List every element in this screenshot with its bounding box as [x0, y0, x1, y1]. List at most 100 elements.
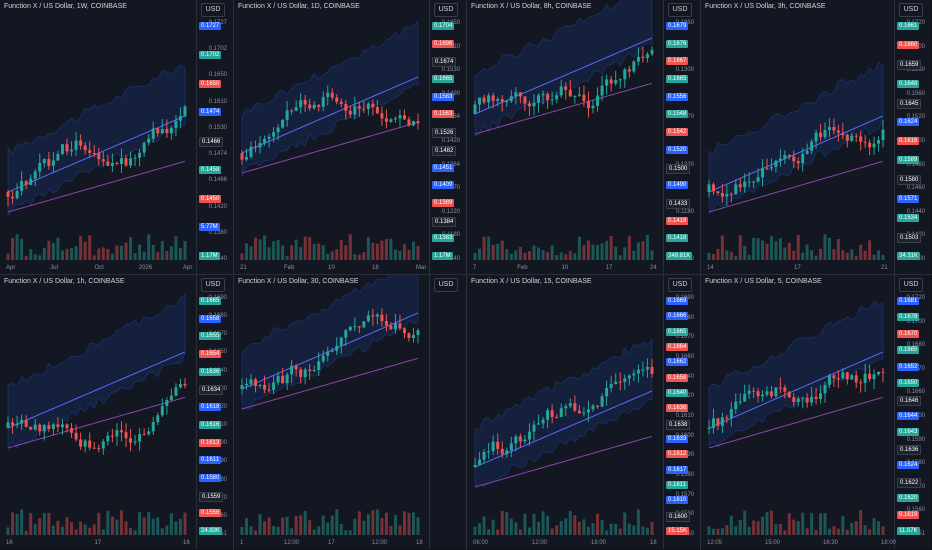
candle-body [774, 160, 778, 168]
volume-bar [618, 528, 622, 535]
volume-bar [357, 511, 361, 535]
candle-body [614, 381, 618, 385]
time-axis-label: 17 [794, 265, 801, 271]
currency-button[interactable]: USD [668, 3, 692, 17]
volume-bar [605, 530, 609, 535]
currency-button[interactable]: USD [201, 278, 225, 292]
volume-bar [362, 252, 366, 260]
currency-button[interactable]: USD [434, 3, 458, 17]
candle-body [591, 405, 595, 410]
volume-bar [734, 526, 738, 535]
price-tag: 1.17M [432, 252, 453, 260]
candle-body [299, 100, 303, 108]
volume-bar [568, 250, 572, 260]
price-chart[interactable] [0, 0, 197, 260]
volume-bar [518, 246, 522, 260]
volume-bar [317, 243, 321, 260]
candle-body [276, 127, 280, 133]
chart-panel[interactable]: Function X / US Dollar, 3h, COINBASE USD 0… [701, 0, 931, 274]
volume-bar [546, 252, 550, 260]
volume-bar [550, 528, 554, 535]
moving-average-line [474, 390, 653, 468]
volume-bar [734, 255, 738, 260]
candle-body [384, 118, 388, 122]
panel-divider[interactable] [233, 0, 234, 550]
candle-body [294, 365, 298, 370]
price-tick-label: 0.1520 [907, 114, 925, 120]
currency-button[interactable]: USD [899, 3, 923, 17]
volume-bar [106, 248, 110, 260]
volume-bar [29, 249, 33, 260]
volume-bar [411, 512, 415, 535]
candle-body [38, 163, 42, 172]
volume-bar [407, 512, 411, 535]
volume-bar [174, 521, 178, 535]
chart-panel[interactable]: Function X / US Dollar, 1h, COINBASE USD 0… [0, 275, 233, 549]
currency-button[interactable]: USD [668, 278, 692, 292]
volume-bar [478, 523, 482, 535]
candle-body [496, 99, 500, 101]
time-axis-label: Apr [6, 265, 16, 271]
price-chart[interactable] [701, 0, 895, 260]
volume-bar [138, 244, 142, 260]
volume-bar [743, 510, 747, 535]
volume-bar [500, 510, 504, 535]
candle-body [523, 96, 527, 104]
chart-panel[interactable]: Function X / US Dollar, 30, COINBASE USD 1… [234, 275, 466, 549]
chart-panel[interactable]: Function X / US Dollar, 8h, COINBASE USD 0… [467, 0, 700, 274]
volume-bar [411, 241, 415, 260]
candle-body [801, 153, 805, 164]
price-chart[interactable] [234, 0, 430, 260]
chart-panel[interactable]: Function X / US Dollar, 5, COINBASE USD 0.… [701, 275, 931, 549]
volume-bar [129, 237, 133, 260]
volume-bar [609, 523, 613, 535]
price-chart[interactable] [467, 275, 664, 535]
price-chart[interactable] [701, 275, 895, 535]
candle-body [245, 383, 249, 386]
price-axis[interactable] [429, 275, 466, 549]
candle-body [881, 371, 885, 373]
volume-bar [827, 237, 831, 260]
currency-button[interactable]: USD [434, 278, 458, 292]
volume-bar [645, 527, 649, 535]
panel-divider[interactable] [0, 274, 932, 275]
currency-button[interactable]: USD [899, 278, 923, 292]
candle-body [573, 403, 577, 411]
candle-body [51, 160, 55, 166]
panel-divider[interactable] [700, 0, 701, 550]
currency-button[interactable]: USD [201, 3, 225, 17]
volume-bar [707, 252, 711, 260]
chart-panel[interactable]: Function X / US Dollar, 1W, COINBASE USD 0… [0, 0, 233, 274]
candle-body [371, 103, 375, 108]
price-chart[interactable] [234, 275, 430, 535]
volume-bar [863, 250, 867, 260]
panel-divider[interactable] [466, 0, 467, 550]
volume-bar [805, 244, 809, 260]
volume-bar [859, 510, 863, 535]
time-axis-label: 18:00 [881, 540, 897, 546]
volume-bar [591, 523, 595, 535]
bollinger-band [7, 294, 186, 451]
volume-bar [138, 512, 142, 535]
chart-panel[interactable]: Function X / US Dollar, 15, COINBASE USD 0… [467, 275, 700, 549]
price-tag: 0.1583 [432, 92, 455, 101]
volume-bar [267, 517, 271, 535]
price-tick-label: 0.1610 [675, 413, 694, 419]
volume-bar [74, 529, 78, 535]
candle-body [88, 150, 92, 153]
candle-body [783, 387, 787, 392]
volume-bar [151, 244, 155, 260]
candle-body [92, 152, 96, 154]
volume-bar [353, 254, 357, 260]
price-chart[interactable] [0, 275, 197, 535]
price-tag: 0.1646 [897, 395, 922, 406]
volume-bar [33, 524, 37, 535]
volume-bar [792, 519, 796, 535]
volume-bar [872, 254, 876, 260]
volume-bar [496, 529, 500, 535]
volume-bar [380, 517, 384, 535]
candle-body [641, 56, 645, 58]
chart-panel[interactable]: Function X / US Dollar, 1D, COINBASE USD 0… [234, 0, 466, 274]
price-chart[interactable] [467, 0, 664, 260]
volume-bar [393, 249, 397, 260]
